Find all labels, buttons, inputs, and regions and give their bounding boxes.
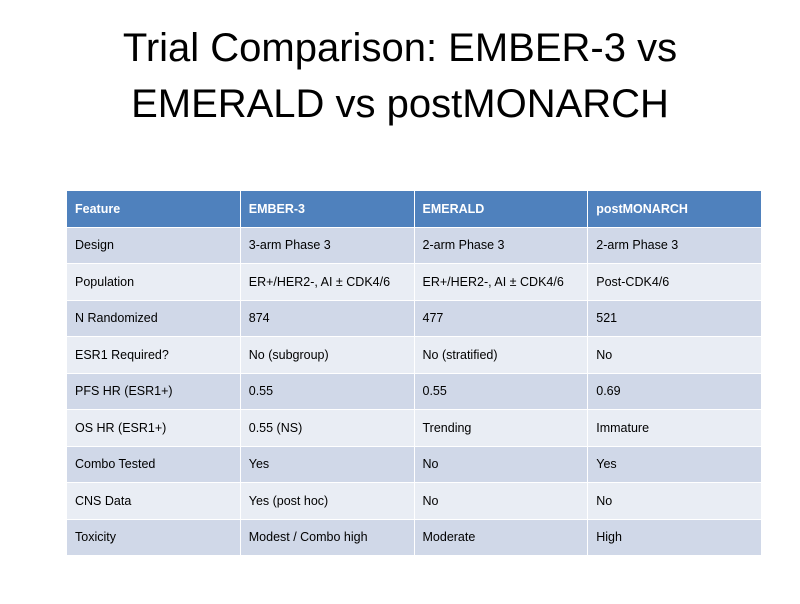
row-label: Toxicity <box>66 518 241 556</box>
table-row: Population ER+/HER2-, AI ± CDK4/6 ER+/HER2… <box>66 263 762 301</box>
table-body: Design 3-arm Phase 3 2-arm Phase 3 2-arm Ph… <box>66 226 762 556</box>
table-cell: 0.55 <box>239 372 415 410</box>
row-label: Combo Tested <box>66 445 241 483</box>
row-label: N Randomized <box>66 299 241 337</box>
table-cell: 0.55 <box>413 372 589 410</box>
table-row: Combo Tested Yes No Yes <box>66 445 762 483</box>
table-cell: Immature <box>587 409 762 447</box>
row-label: OS HR (ESR1+) <box>66 409 241 447</box>
slide-title: Trial Comparison: EMBER-3 vs EMERALD vs … <box>122 26 678 126</box>
row-label: Design <box>66 226 241 264</box>
table-row: ESR1 Required? No (subgroup) No (stratifie… <box>66 336 762 374</box>
header-row: Feature EMBER-3 EMERALD postMONARCH <box>66 190 762 228</box>
row-label: CNS Data <box>66 482 241 520</box>
table-cell: Moderate <box>413 518 589 556</box>
table-cell: No (subgroup) <box>239 336 415 374</box>
table-cell: 2-arm Phase 3 <box>413 226 589 264</box>
table-cell: 0.69 <box>587 372 762 410</box>
header-cell: postMONARCH <box>587 190 762 228</box>
table-cell: 477 <box>413 299 589 337</box>
table-cell: 874 <box>239 299 415 337</box>
table-row: CNS Data Yes (post hoc) No No <box>66 482 762 520</box>
table-row: Toxicity Modest / Combo high Moderate High <box>66 518 762 556</box>
header-cell: EMBER-3 <box>239 190 415 228</box>
table-cell: Trending <box>413 409 589 447</box>
header-cell: Feature <box>66 190 241 228</box>
table-cell: No <box>413 445 589 483</box>
comparison-table: Feature EMBER-3 EMERALD postMONARCH Design 3… <box>66 190 762 556</box>
table-cell: Yes (post hoc) <box>239 482 415 520</box>
table-row: PFS HR (ESR1+) 0.55 0.55 0.69 <box>66 372 762 410</box>
table-cell: ER+/HER2-, AI ± CDK4/6 <box>239 263 415 301</box>
row-label: ESR1 Required? <box>66 336 241 374</box>
table-cell: High <box>587 518 762 556</box>
table-cell: 521 <box>587 299 762 337</box>
table-cell: 2-arm Phase 3 <box>587 226 762 264</box>
row-label: PFS HR (ESR1+) <box>66 372 241 410</box>
table-cell: No <box>587 336 762 374</box>
table-cell: No <box>413 482 589 520</box>
table-row: OS HR (ESR1+) 0.55 (NS) Trending Immature <box>66 409 762 447</box>
table-cell: Yes <box>587 445 762 483</box>
row-label: Population <box>66 263 241 301</box>
header-cell: EMERALD <box>413 190 589 228</box>
table-cell: Yes <box>239 445 415 483</box>
table-cell: ER+/HER2-, AI ± CDK4/6 <box>413 263 589 301</box>
table-cell: Modest / Combo high <box>239 518 415 556</box>
table-row: Design 3-arm Phase 3 2-arm Phase 3 2-arm Ph… <box>66 226 762 264</box>
table-cell: 0.55 (NS) <box>239 409 415 447</box>
table-cell: No <box>587 482 762 520</box>
table-cell: 3-arm Phase 3 <box>239 226 415 264</box>
table-row: N Randomized 874 477 521 <box>66 299 762 337</box>
table-cell: No (stratified) <box>413 336 589 374</box>
table-cell: Post-CDK4/6 <box>587 263 762 301</box>
